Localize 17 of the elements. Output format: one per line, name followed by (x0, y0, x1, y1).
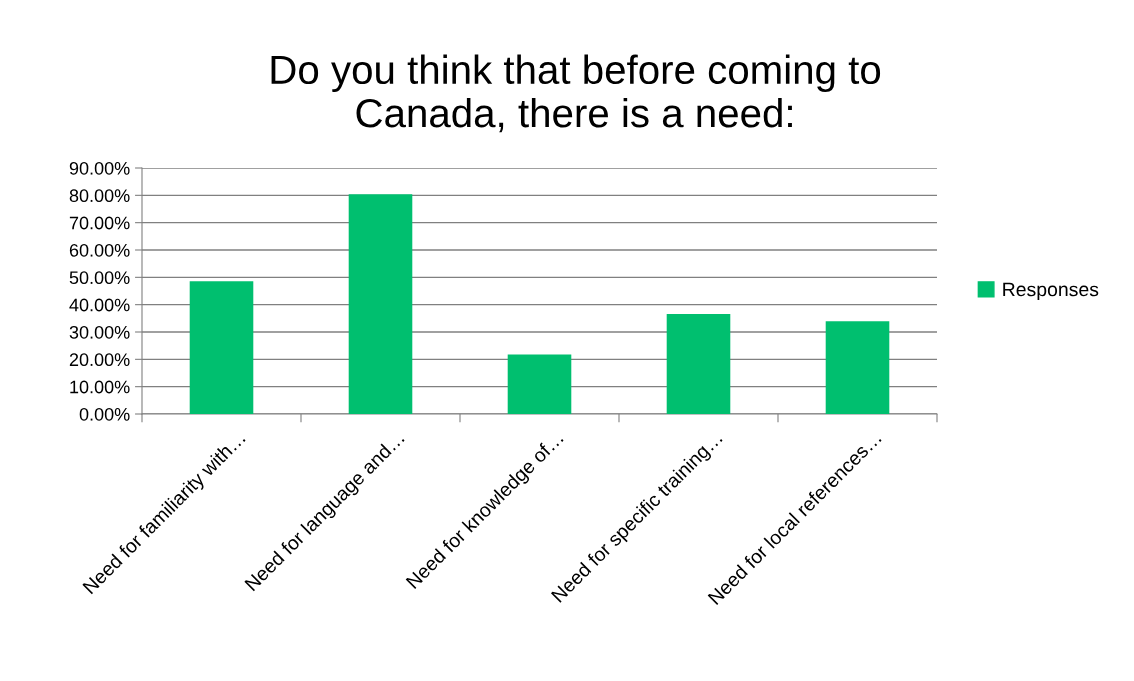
y-tick-label: 30.00% (69, 325, 130, 339)
y-tick-label: 40.00% (69, 298, 130, 312)
y-tick-label: 70.00% (69, 216, 130, 230)
bar (348, 194, 413, 414)
bar (507, 354, 572, 414)
legend-label: Responses (1003, 282, 1099, 301)
y-tick-label: 80.00% (69, 189, 130, 203)
chart-title: Do you think that before coming to Canada, there is a need: (271, 54, 881, 133)
bar (666, 313, 731, 414)
y-tick-label: 90.00% (69, 161, 130, 175)
y-tick-label: 60.00% (69, 243, 130, 257)
bar (825, 321, 890, 414)
y-tick-label: 10.00% (70, 380, 130, 394)
y-tick-label: 0.00% (79, 407, 130, 421)
y-tick-label: 50.00% (69, 271, 130, 285)
bar (189, 281, 254, 414)
y-tick-label: 20.00% (69, 353, 130, 367)
